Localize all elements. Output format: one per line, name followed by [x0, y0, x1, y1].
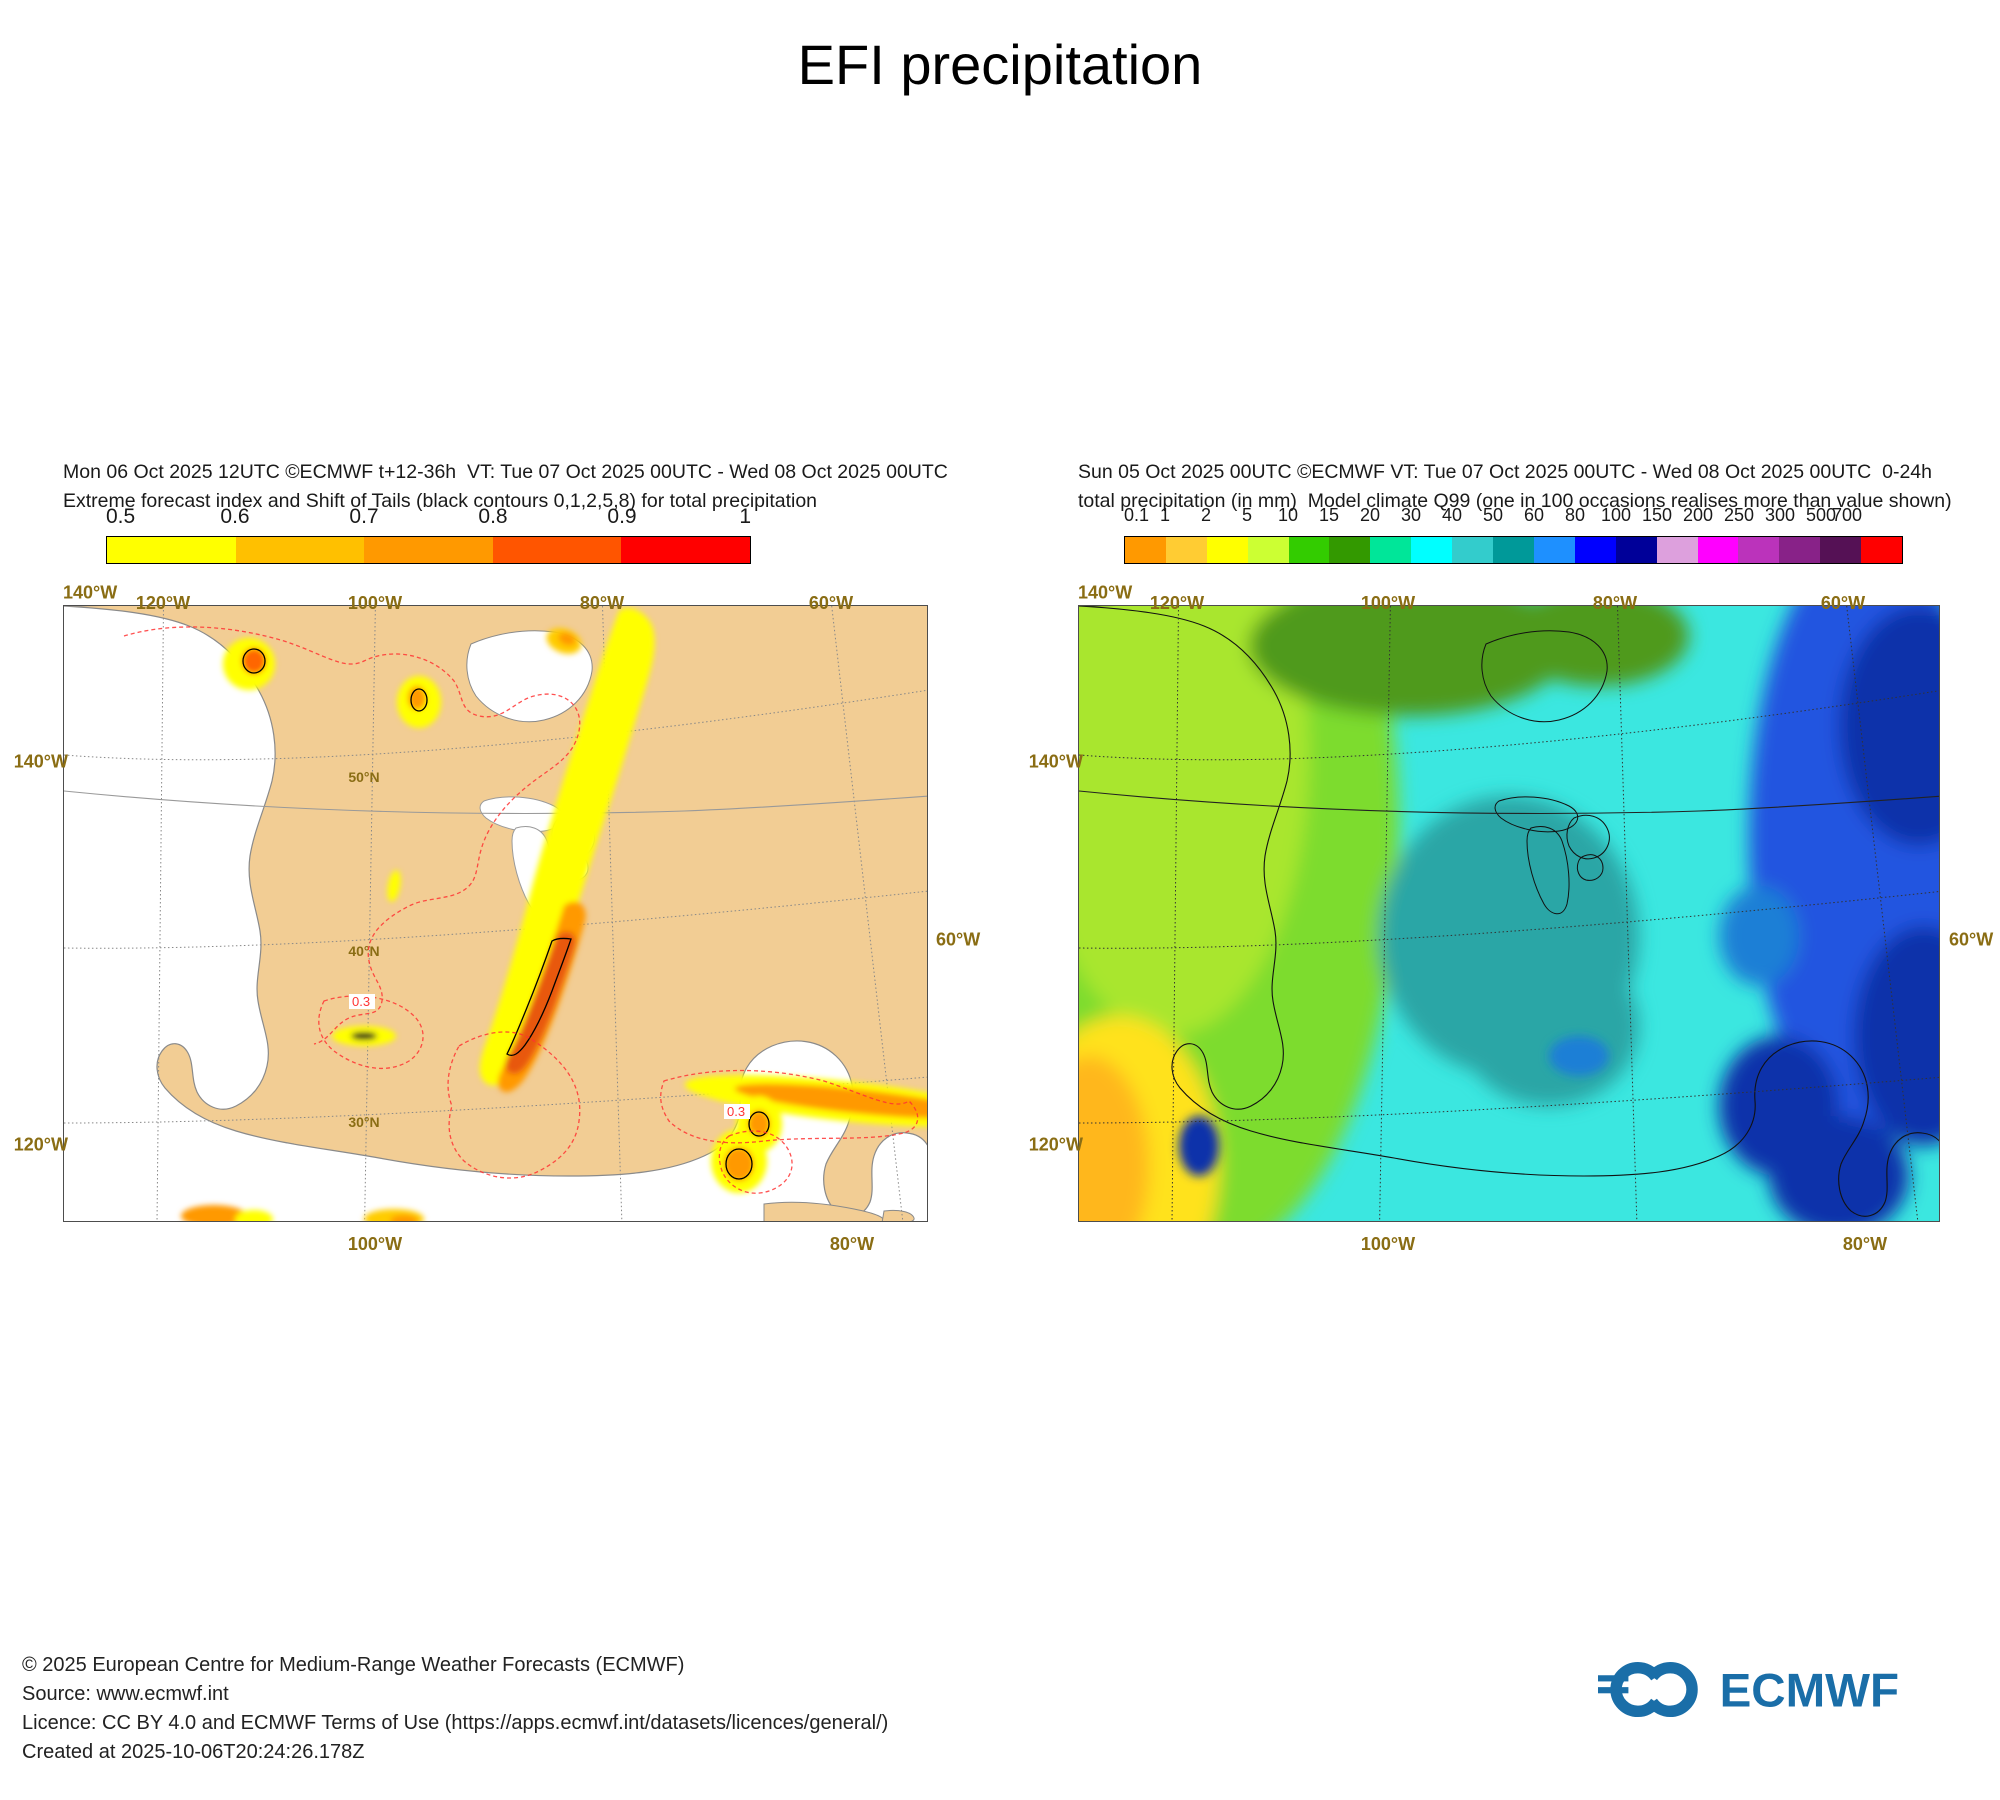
svg-text:40°N: 40°N: [348, 943, 379, 959]
svg-text:ECMWF: ECMWF: [1720, 1665, 1899, 1718]
svg-text:0.3: 0.3: [352, 994, 370, 1009]
svg-text:0.3: 0.3: [727, 1104, 745, 1119]
svg-text:50°N: 50°N: [348, 769, 379, 785]
svg-text:30°N: 30°N: [348, 1114, 379, 1130]
